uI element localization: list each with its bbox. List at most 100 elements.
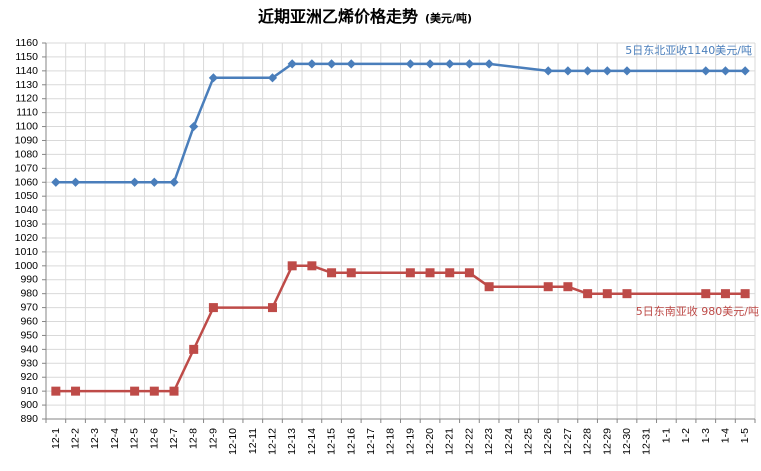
data-point-marker (267, 73, 278, 83)
data-point-marker (149, 177, 159, 187)
data-point-marker (543, 66, 553, 76)
x-tick-label: 12-1 (50, 428, 62, 449)
x-tick-label: 12-3 (89, 428, 101, 449)
y-tick-label: 1150 (15, 51, 38, 63)
x-tick-label: 12-23 (483, 428, 495, 455)
y-tick-label: 1000 (15, 260, 39, 272)
data-point-marker (445, 59, 455, 69)
data-point-marker (701, 289, 711, 299)
x-tick-label: 1-4 (719, 428, 731, 443)
grid-lines (45, 42, 756, 420)
data-point-marker (287, 59, 297, 69)
data-point-marker (425, 268, 435, 278)
x-tick-label: 12-12 (266, 428, 278, 455)
y-tick-label: 1140 (15, 65, 38, 77)
chart-title-unit: (美元/吨) (425, 11, 472, 25)
y-tick-label: 1120 (15, 93, 38, 105)
data-point-marker (130, 386, 140, 396)
data-point-marker (464, 268, 474, 278)
data-point-marker (701, 66, 711, 76)
data-point-marker (543, 282, 553, 292)
y-tick-label: 1130 (15, 79, 38, 91)
y-tick-label: 1030 (15, 218, 39, 230)
data-point-marker (70, 177, 81, 187)
x-tick-label: 12-30 (621, 428, 633, 455)
data-point-marker (327, 268, 337, 278)
data-point-marker (602, 66, 612, 76)
data-point-marker (169, 177, 179, 187)
y-tick-label: 1160 (15, 37, 38, 49)
x-tick-label: 12-5 (129, 428, 141, 449)
data-point-marker (583, 289, 593, 299)
x-tick-label: 1-1 (660, 428, 672, 443)
x-tick-label: 12-19 (404, 428, 416, 455)
y-tick-label: 1070 (15, 162, 39, 174)
x-tick-label: 12-28 (582, 428, 594, 455)
y-tick-label: 900 (20, 399, 38, 411)
data-point-marker (464, 59, 475, 69)
y-tick-label: 1110 (16, 107, 38, 119)
y-tick-label: 1080 (15, 148, 39, 160)
y-tick-label: 920 (20, 371, 38, 383)
x-tick-label: 12-22 (463, 428, 475, 455)
data-point-marker (405, 268, 415, 278)
x-tick-label: 12-24 (503, 428, 515, 455)
data-point-marker (484, 282, 494, 292)
x-tick-label: 12-13 (286, 428, 298, 455)
x-tick-label: 12-11 (247, 428, 259, 454)
data-point-marker (425, 59, 435, 69)
data-point-marker (720, 289, 730, 299)
y-tick-label: 1090 (15, 134, 39, 146)
data-point-marker (484, 59, 494, 69)
data-point-marker (720, 66, 731, 76)
x-tick-label: 12-6 (148, 428, 160, 449)
chart-title: 近期亚洲乙烯价格走势 (美元/吨) (258, 7, 472, 26)
data-point-marker (189, 344, 199, 354)
data-point-marker (563, 282, 573, 292)
y-tick-label: 890 (20, 413, 38, 425)
x-tick-label: 1-2 (680, 428, 692, 443)
data-point-marker (622, 66, 632, 76)
series-annotation-label: 5日东南亚收 980美元/吨 (636, 304, 759, 318)
axes (42, 42, 756, 423)
x-tick-label: 12-4 (109, 428, 121, 449)
x-tick-label: 12-25 (523, 428, 535, 455)
annotations: 5日东北亚收1140美元/吨 5日东南亚收 980美元/吨 (625, 43, 759, 318)
y-tick-label: 1040 (15, 204, 39, 216)
y-tick-label: 980 (20, 288, 38, 300)
x-tick-label: 12-7 (168, 428, 180, 449)
data-point-marker (307, 261, 317, 271)
x-tick-label: 12-27 (562, 428, 574, 455)
y-tick-label: 940 (20, 343, 38, 355)
y-tick-label: 960 (20, 316, 38, 328)
x-tick-label: 12-10 (227, 428, 239, 455)
x-tick-label: 12-14 (306, 428, 318, 455)
data-point-marker (563, 66, 573, 76)
data-point-marker (169, 386, 179, 396)
x-tick-label: 12-20 (424, 428, 436, 455)
x-tick-label: 12-31 (641, 428, 653, 455)
y-tick-label: 1010 (15, 246, 39, 258)
x-tick-label: 12-17 (365, 428, 377, 455)
x-tick-label: 12-2 (70, 428, 82, 449)
data-point-marker (287, 261, 297, 271)
x-tick-label: 12-18 (385, 428, 397, 455)
series-group (51, 59, 750, 396)
y-tick-label: 930 (20, 357, 38, 369)
data-point-marker (346, 59, 356, 69)
x-tick-label: 1-5 (739, 428, 751, 443)
data-point-marker (622, 289, 632, 299)
data-point-marker (405, 59, 415, 69)
data-point-marker (208, 303, 218, 313)
data-point-marker (51, 386, 61, 396)
x-tick-label: 12-16 (345, 428, 357, 455)
y-tick-label: 1020 (15, 232, 39, 244)
y-tick-label: 970 (20, 302, 38, 314)
x-tick-label: 12-26 (542, 428, 554, 455)
data-point-marker (189, 121, 199, 132)
data-point-marker (326, 59, 337, 69)
data-point-marker (582, 66, 593, 76)
x-tick-label: 12-8 (188, 428, 200, 449)
